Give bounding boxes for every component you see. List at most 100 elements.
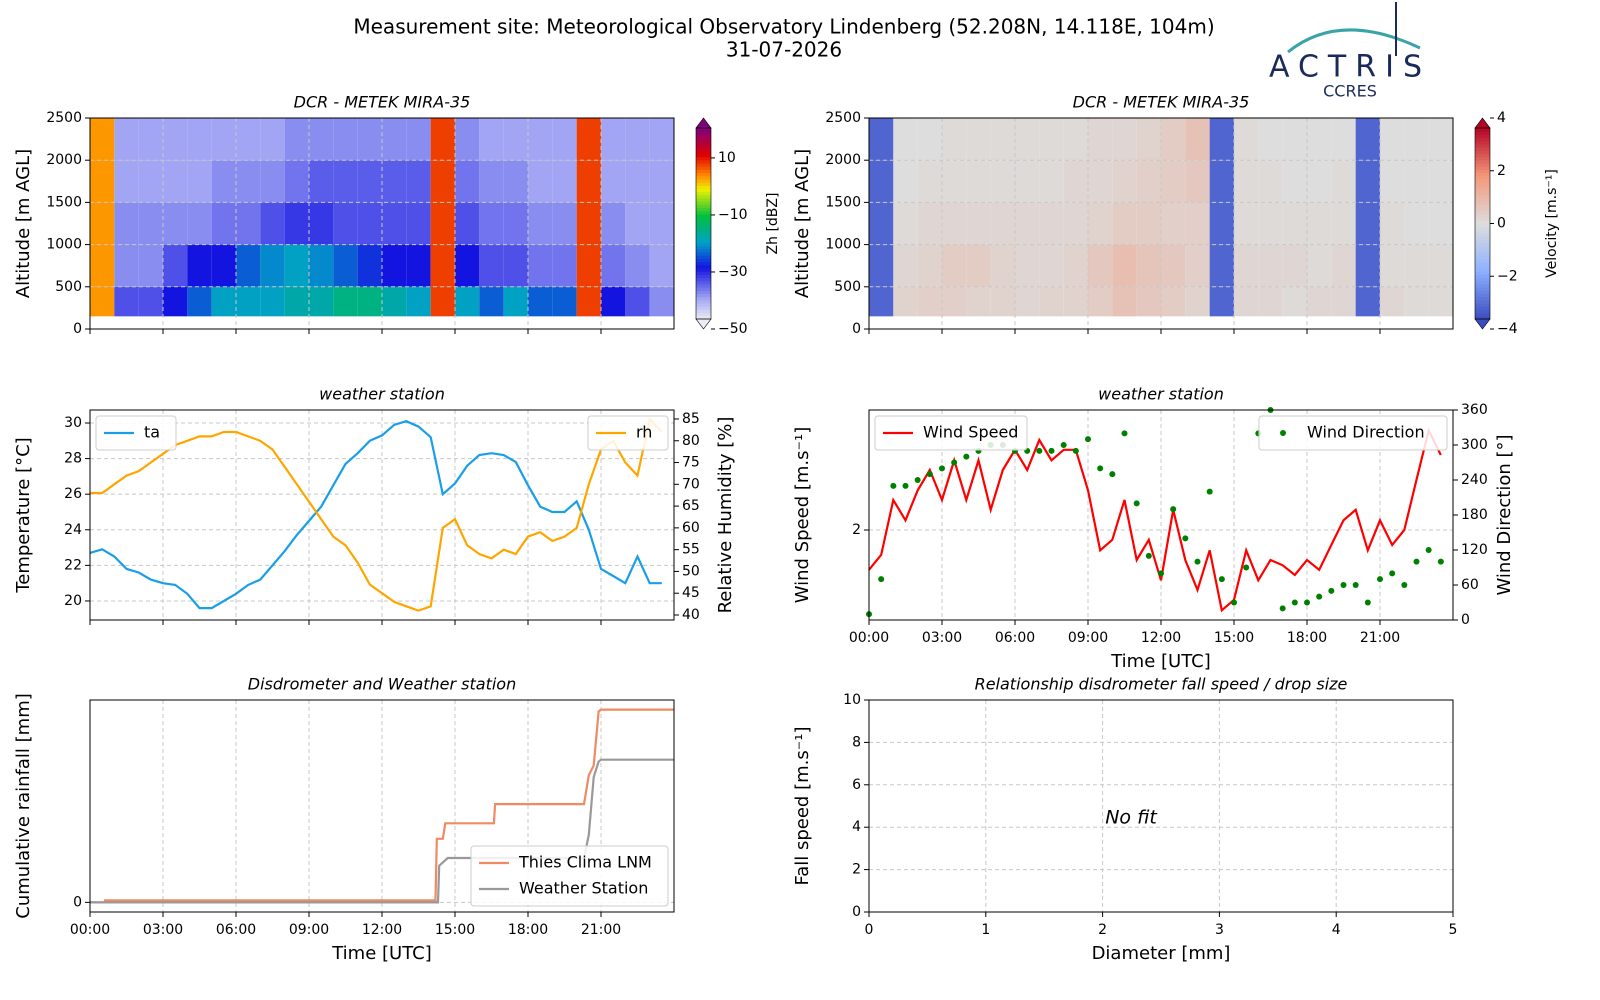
heatmap-cell [430,160,455,203]
plot-frame [868,409,1454,621]
colorbar-segment [696,207,711,212]
colorbar-segment [696,178,711,183]
y2-tick-label: 40 [682,607,700,623]
panel-title: DCR - METEK MIRA-35 [294,93,471,112]
heatmap-cell [966,118,991,161]
y-tick-label: 0 [852,904,861,920]
heatmap-cell [1088,118,1113,161]
colorbar-segment [696,128,711,132]
heatmap-cell [1136,202,1161,245]
heatmap-cell [163,244,188,287]
heatmap-cell [1112,118,1137,161]
colorbar-segment [1475,299,1490,304]
colorbar-segment [696,309,711,314]
heatmap-cell [284,244,309,287]
heatmap-cell [1088,202,1113,245]
colorbar-segment [1475,207,1490,212]
heatmap-cell [187,244,212,287]
heatmap-cell [455,160,480,203]
heatmap-cell [1185,118,1210,161]
colorbar-segment [696,255,711,260]
heatmap-cell [1063,160,1088,203]
panel-title: Disdrometer and Weather station [248,675,516,694]
legend-label: Weather Station [519,879,648,898]
heatmap-cell [1015,244,1040,287]
heatmap-cell [1185,286,1210,317]
marker [926,471,933,478]
marker [1304,599,1310,606]
colorbar-segment [696,290,711,295]
colorbar-segment [1475,128,1490,132]
colorbar-segment [1475,274,1490,279]
figure-title: Measurement site: Meteorological Observa… [353,15,1214,39]
panel-title: weather station [319,385,445,404]
marker [1036,447,1043,454]
heatmap-cell [990,202,1015,245]
y2-tick-label: 65 [682,498,700,514]
logo-subname: CCRES [1323,82,1377,101]
heatmap-cell [406,286,431,317]
colorbar-segment [1475,223,1490,228]
y-tick-label: 22 [64,557,82,573]
x-tick-label: 06:00 [995,630,1035,646]
marker [951,459,958,466]
heatmap-cell [1039,160,1064,203]
heatmap-cell [138,286,163,317]
heatmap-cell [309,244,334,287]
marker [878,576,885,583]
heatmap-cell [1307,160,1332,203]
heatmap-cell [357,202,382,245]
colorbar-segment [1475,147,1490,151]
figure-date: 31-07-2026 [726,38,842,62]
colorbar-segment [1475,143,1490,148]
x-tick-label: 15:00 [1214,630,1254,646]
colorbar-segment [696,296,711,301]
heatmap-cell [625,244,650,287]
heatmap-cell [917,118,942,161]
colorbar-tick-label: −4 [1497,321,1518,337]
y2-tick-label: 300 [1461,437,1488,453]
heatmap-cell [1234,286,1259,317]
y-tick-label: 20 [64,593,82,609]
heatmap-cell [893,286,918,317]
heatmap-cell [357,118,382,161]
heatmap-cell [942,244,967,287]
heatmap-cell [1331,118,1356,161]
heatmap-cell [1234,118,1259,161]
y-tick-label: 500 [834,279,861,295]
colorbar-segment [1475,210,1490,215]
heatmap-cell [649,202,674,245]
heatmap-cell [552,244,577,287]
heatmap-cell [90,202,115,245]
colorbar-segment [1475,150,1490,154]
heatmap-cell [869,244,894,287]
y-tick-label: 1000 [825,237,861,253]
heatmap-cell [576,286,601,317]
colorbar-tick-label: −2 [1497,268,1518,284]
heatmap-cell [1428,160,1453,203]
heatmap-cell [1209,286,1234,317]
heatmap-cell [455,202,480,245]
heatmap-cell [211,286,236,317]
colorbar-segment [1475,233,1490,237]
heatmap-cell [1331,244,1356,287]
marker [1194,558,1201,565]
x-tick-label: 0 [865,922,874,938]
x-tick-label: 09:00 [289,922,329,938]
marker [1145,552,1152,559]
heatmap-cell [1161,160,1186,203]
colorbar-segment [696,242,711,247]
heatmap-cell [406,244,431,287]
heatmap-cell [869,160,894,203]
x-tick-label: 21:00 [581,922,621,938]
y2-axis-label: Relative Humidity [%] [715,417,736,614]
heatmap-cell [1234,202,1259,245]
heatmap-cell [138,244,163,287]
heatmap-cell [966,286,991,317]
colorbar-segment [696,277,711,282]
y-tick-label: 28 [64,451,82,467]
heatmap-cell [260,202,285,245]
y-axis-label: Cumulative rainfall [mm] [13,693,34,919]
heatmap-cell [990,286,1015,317]
colorbar-segment [1475,312,1490,317]
